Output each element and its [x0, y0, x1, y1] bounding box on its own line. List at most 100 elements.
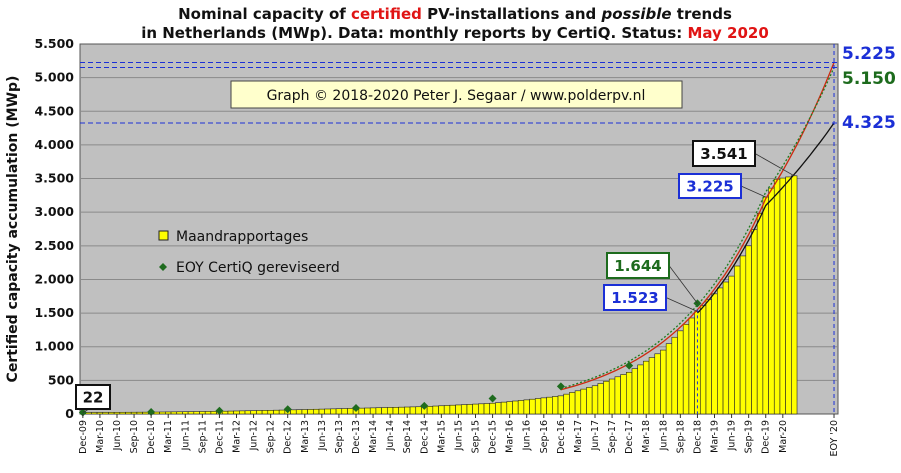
- bar: [250, 410, 257, 415]
- bar: [654, 353, 661, 415]
- bar: [392, 406, 399, 415]
- bar: [762, 196, 769, 415]
- x-tick-label: Sep-11: [197, 420, 208, 453]
- annotation-label: 22: [83, 389, 104, 407]
- bar: [648, 357, 656, 415]
- bar: [557, 395, 565, 415]
- bar: [449, 404, 456, 415]
- x-tick-label: Sep-18: [675, 420, 686, 453]
- bar: [608, 378, 616, 415]
- x-tick-label: Dec-14: [419, 420, 430, 454]
- legend-point-label: EOY CertiQ gereviseerd: [176, 260, 340, 276]
- y-tick-label: 5.500: [34, 36, 74, 51]
- annotation-label: 1.644: [614, 257, 661, 275]
- x-tick-label: Mar-11: [163, 420, 174, 453]
- eoy-point: [488, 394, 497, 403]
- bar: [295, 409, 303, 415]
- bar: [142, 411, 149, 415]
- eoy-point: [556, 382, 565, 391]
- bar: [273, 409, 280, 415]
- bar: [637, 364, 644, 415]
- annotation-leader: [665, 297, 698, 312]
- bar: [671, 336, 678, 415]
- bar: [347, 408, 354, 415]
- x-tick-label: Mar-15: [436, 420, 447, 453]
- bar: [466, 404, 473, 415]
- copyright-text: Graph © 2018-2020 Peter J. Segaar / www.…: [267, 88, 646, 104]
- bar: [791, 175, 798, 415]
- bar: [660, 349, 667, 415]
- bar: [603, 380, 610, 415]
- legend-point-swatch: [159, 263, 167, 271]
- bar: [529, 398, 536, 415]
- y-tick-label: 1.500: [34, 305, 74, 320]
- bar: [267, 409, 274, 415]
- bar: [717, 287, 724, 415]
- bar: [278, 409, 286, 415]
- bar: [756, 213, 764, 415]
- bar: [574, 390, 582, 415]
- bar: [261, 410, 269, 415]
- eoy-point: [420, 401, 429, 410]
- bar: [734, 265, 741, 415]
- bar: [591, 385, 599, 415]
- bar: [290, 409, 297, 415]
- bar: [193, 411, 200, 415]
- bar: [369, 407, 377, 415]
- bar: [699, 305, 707, 415]
- bar: [159, 411, 166, 415]
- annotation-box: [678, 173, 742, 199]
- eoy-point: [283, 405, 292, 414]
- trend-line: [696, 122, 835, 314]
- y-tick-label: 1.000: [34, 339, 74, 354]
- bar: [358, 407, 365, 415]
- bar: [409, 406, 417, 415]
- bar: [313, 408, 320, 415]
- bar: [239, 410, 246, 415]
- x-tick-label: Dec-16: [556, 420, 567, 454]
- bar: [199, 411, 206, 415]
- x-tick-label: Mar-14: [368, 420, 379, 453]
- x-tick-label: Sep-13: [334, 420, 345, 453]
- bar: [643, 360, 650, 415]
- bar: [785, 176, 792, 415]
- annotation-box: [75, 384, 111, 410]
- annotation-leader: [740, 185, 766, 198]
- bar: [341, 408, 348, 415]
- y-tick-label: 0: [65, 406, 74, 421]
- bar: [546, 396, 553, 415]
- x-tick-label: Jun-10: [112, 420, 123, 451]
- bar: [665, 343, 673, 415]
- x-tick-label: Jun-16: [522, 420, 533, 451]
- right-value-label: 4.325: [842, 113, 896, 133]
- bar: [170, 411, 178, 415]
- bar: [176, 411, 183, 415]
- bar: [136, 411, 143, 415]
- x-tick-label: Dec-19: [761, 420, 772, 454]
- x-tick-label: Sep-19: [744, 420, 755, 453]
- bar: [233, 410, 240, 415]
- bar: [745, 245, 752, 415]
- right-labels: 5.225 5.150 4.325: [842, 44, 896, 133]
- annotation-box: [606, 252, 670, 279]
- eoy-point: [625, 361, 634, 370]
- bar: [210, 411, 217, 415]
- bar: [119, 411, 126, 415]
- y-tick-label: 4.000: [34, 137, 74, 152]
- bar: [773, 178, 781, 415]
- bar: [227, 410, 234, 415]
- bar: [455, 404, 462, 415]
- bar: [495, 402, 502, 415]
- bar: [540, 397, 547, 415]
- y-tick-label: 4.500: [34, 103, 74, 118]
- x-tick-label: Dec-11: [214, 420, 225, 454]
- x-tick-label: EOY '20: [829, 420, 840, 456]
- bar: [204, 411, 212, 415]
- x-tick-label: Dec-15: [488, 420, 499, 454]
- y-axis-ticks: 0 500 1.000 1.500 2.000 2.500 3.000 3.500 4.000 4…: [34, 36, 74, 421]
- eoy-points: [78, 299, 702, 417]
- bar: [364, 407, 371, 415]
- y-tick-label: 3.000: [34, 204, 74, 219]
